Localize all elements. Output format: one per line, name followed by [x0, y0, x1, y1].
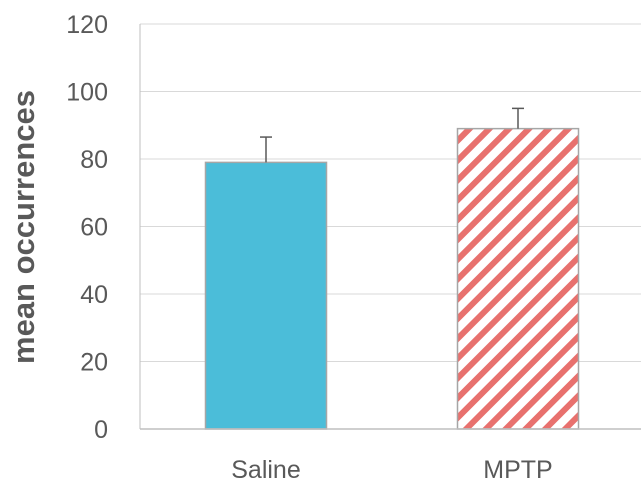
x-category-label: Saline: [231, 456, 301, 484]
y-tick-label: 40: [80, 281, 108, 309]
y-tick-label: 100: [66, 79, 108, 107]
y-axis-title: mean occurrences: [6, 90, 41, 364]
y-tick-label: 20: [80, 349, 108, 377]
y-tick-label: 80: [80, 146, 108, 174]
bar-saline: [204, 161, 328, 430]
x-category-label: MPTP: [483, 456, 552, 484]
axes: [139, 24, 641, 430]
y-tick-label: 120: [66, 11, 108, 39]
y-tick-label: 60: [80, 214, 108, 242]
bar-mptp: [456, 127, 580, 430]
error-bars: [260, 107, 524, 163]
bars: [204, 127, 580, 430]
y-tick-label: 0: [94, 416, 108, 444]
labels: 0 20 40 60 80 100 120 Saline MPTP: [66, 11, 552, 484]
